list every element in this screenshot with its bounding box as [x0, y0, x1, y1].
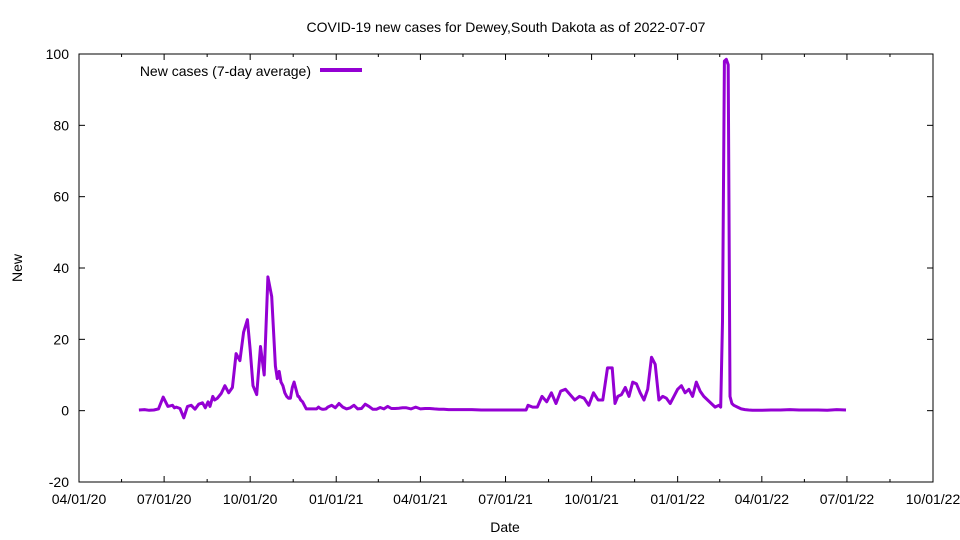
- x-tick-label: 04/01/21: [393, 491, 448, 507]
- x-tick-label: 07/01/22: [820, 491, 875, 507]
- x-axis-ticks: 04/01/20 07/01/20 10/01/20 01/01/21 04/01/21…: [52, 54, 960, 507]
- x-tick-label: 04/01/20: [52, 491, 107, 507]
- legend: New cases (7-day average): [140, 63, 362, 79]
- y-tick-label: 0: [61, 403, 69, 419]
- series-line: [138, 57, 847, 420]
- y-axis-label: New: [9, 253, 25, 282]
- x-tick-label: 01/01/21: [309, 491, 364, 507]
- x-tick-label: 01/01/22: [650, 491, 705, 507]
- y-tick-label: 60: [53, 189, 69, 205]
- x-tick-label: 04/01/22: [735, 491, 790, 507]
- x-axis-label: Date: [490, 519, 520, 535]
- y-tick-label: 20: [53, 331, 69, 347]
- plot-frame: [78, 53, 934, 483]
- y-tick-label: 100: [46, 46, 70, 62]
- x-tick-label: 07/01/20: [137, 491, 192, 507]
- x-tick-label: 07/01/21: [478, 491, 533, 507]
- y-tick-label: -20: [49, 474, 69, 490]
- x-tick-label: 10/01/20: [223, 491, 278, 507]
- chart-title: COVID-19 new cases for Dewey,South Dakot…: [307, 19, 706, 35]
- y-tick-label: 80: [53, 117, 69, 133]
- y-tick-label: 40: [53, 260, 69, 276]
- legend-label: New cases (7-day average): [140, 63, 311, 79]
- x-tick-label: 10/01/22: [906, 491, 960, 507]
- series-layer: [138, 57, 847, 420]
- y-axis-ticks: -20 0 20 40 60 80 100: [46, 46, 933, 490]
- x-tick-label: 10/01/21: [564, 491, 619, 507]
